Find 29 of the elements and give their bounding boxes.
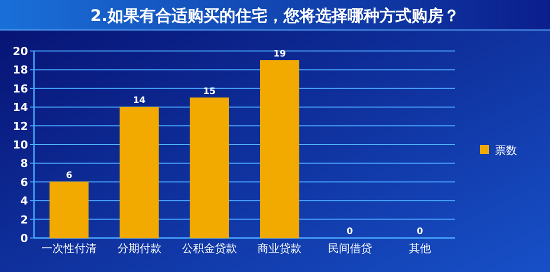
- data-label: 0: [346, 227, 353, 237]
- data-label: 0: [416, 227, 424, 237]
- data-label: 19: [273, 49, 286, 60]
- x-tick-label: 分期付款: [117, 242, 162, 255]
- y-tick-label: 0: [20, 232, 28, 245]
- bar: [120, 106, 159, 238]
- y-tick-label: 2: [20, 213, 28, 226]
- y-tick-label: 10: [12, 138, 28, 152]
- y-tick-label: 4: [20, 194, 28, 208]
- chart-title: 2.如果有合适购买的住宅，您将选择哪种方式购房？: [90, 6, 460, 25]
- legend-label: 票数: [495, 144, 517, 157]
- y-tick-label: 14: [12, 101, 28, 114]
- y-tick-label: 8: [20, 157, 28, 170]
- data-label: 6: [66, 170, 72, 181]
- y-tick-label: 20: [12, 45, 28, 58]
- y-tick-label: 6: [20, 176, 28, 189]
- bar: [50, 182, 89, 238]
- x-tick-label: 其他: [408, 242, 431, 255]
- y-tick-label: 12: [12, 120, 28, 133]
- data-label: 15: [203, 86, 216, 97]
- y-tick-label: 18: [12, 64, 28, 77]
- x-tick-label: 商业贷款: [258, 242, 302, 255]
- bar: [190, 98, 229, 238]
- x-tick-label: 民间借贷: [328, 242, 372, 255]
- x-tick-label: 公积金贷款: [182, 242, 237, 255]
- data-label: 14: [132, 96, 146, 106]
- y-tick-label: 16: [12, 82, 28, 96]
- x-tick-label: 一次性付清: [42, 242, 97, 255]
- bar: [260, 60, 300, 238]
